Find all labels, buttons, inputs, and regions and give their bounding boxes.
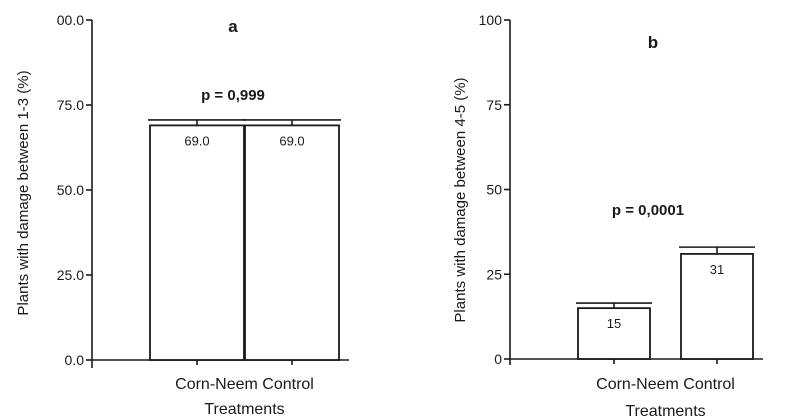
y-tick-label: 75 (486, 97, 502, 113)
chart-panel-a: 0.0 25.0 50.0 75.0 00.0 69.0 69.0 Corn-Neem Con… (15, 12, 349, 418)
y-tick-label: 50 (486, 182, 502, 198)
y-axis-title: Plants with damage between 4-5 (%) (452, 77, 469, 322)
y-tick-label: 25.0 (57, 267, 84, 283)
y-tick-label: 0.0 (65, 352, 85, 368)
x-category-labels: Corn-Neem Control (596, 376, 735, 393)
data-label: 15 (607, 316, 621, 331)
x-category-label: Corn-Neem (175, 376, 258, 393)
x-category-label: Control (679, 376, 735, 393)
data-label: 69.0 (184, 133, 209, 148)
p-value-annotation: p = 0,0001 (612, 202, 684, 219)
x-axis-title: Treatments (625, 403, 705, 420)
x-category-label: Corn-Neem (596, 376, 679, 393)
y-tick-label: 75.0 (57, 97, 84, 113)
y-tick-label: 100 (479, 12, 503, 28)
y-tick-label: 0 (494, 351, 502, 367)
p-value-annotation: p = 0,999 (201, 87, 265, 104)
x-category-labels: Corn-Neem Control (175, 376, 314, 393)
x-category-label: Control (258, 376, 314, 393)
y-tick-label: 00.0 (57, 12, 84, 28)
chart-panel-b: 0 25 50 75 100 15 31 Corn-Neem Control Treatment… (452, 12, 763, 420)
panel-label: a (228, 17, 238, 36)
data-label: 31 (710, 262, 724, 277)
y-tick-label: 25 (486, 266, 502, 282)
x-axis-title: Treatments (204, 401, 284, 418)
data-label: 69.0 (279, 133, 304, 148)
bar-control (244, 124, 340, 361)
panel-label: b (648, 33, 658, 52)
bar-corn-neem (149, 124, 245, 361)
y-axis-title: Plants with damage between 1-3 (%) (15, 70, 32, 315)
y-tick-label: 50.0 (57, 182, 84, 198)
